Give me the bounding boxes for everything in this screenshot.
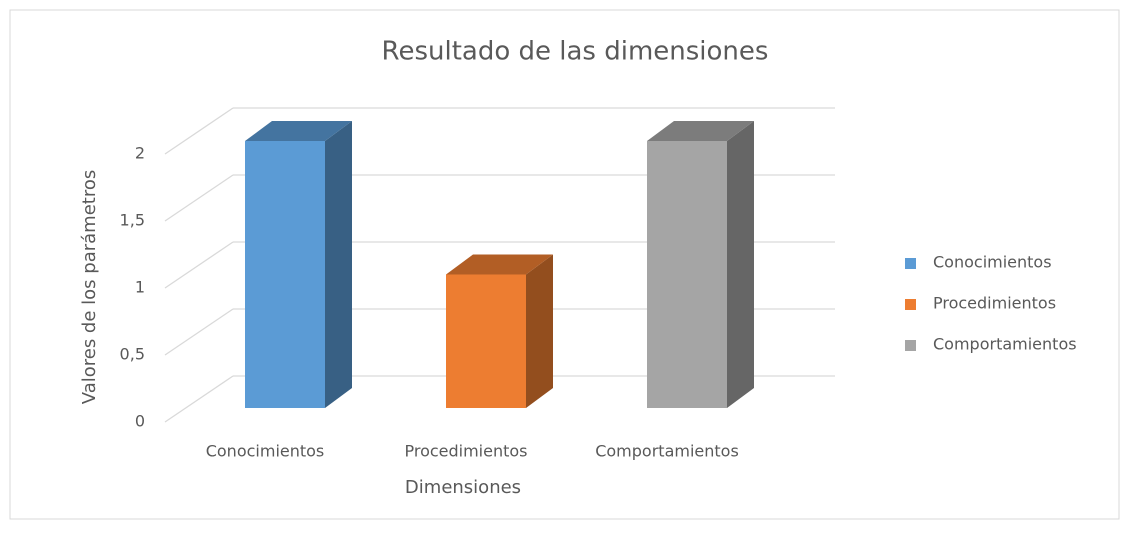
bar-side <box>727 121 754 408</box>
chart-title: Resultado de las dimensiones <box>382 37 769 67</box>
chart-border <box>9 9 1120 520</box>
legend-label: Comportamientos <box>933 335 1077 354</box>
bar-top <box>446 254 553 275</box>
x-axis-label: Dimensiones <box>405 477 521 498</box>
legend-swatch <box>905 258 916 269</box>
legend-label: Conocimientos <box>933 253 1052 272</box>
y-tick-label: 1 <box>135 278 145 297</box>
y-tick-label: 0,5 <box>120 345 145 364</box>
bar <box>647 141 727 408</box>
bar-side <box>325 121 352 408</box>
x-tick-label: Comportamientos <box>595 442 739 461</box>
legend-swatch <box>905 299 916 310</box>
grid-line-side <box>164 174 234 222</box>
x-tick-label: Procedimientos <box>404 442 527 461</box>
grid-line-side <box>164 241 234 289</box>
legend-label: Procedimientos <box>933 294 1056 313</box>
grid-line-side <box>164 308 234 356</box>
bar <box>245 141 325 408</box>
y-axis-label: Valores de los parámetros <box>79 170 100 404</box>
y-tick-label: 1,5 <box>120 211 145 230</box>
bar-side <box>526 254 553 408</box>
bar-top <box>245 121 352 141</box>
grid-line-side <box>164 375 234 423</box>
grid-line-side <box>164 107 234 155</box>
legend-swatch <box>905 340 916 351</box>
x-tick-label: Conocimientos <box>206 442 325 461</box>
y-tick-label: 2 <box>135 144 145 163</box>
y-tick-label: 0 <box>135 412 145 431</box>
bar <box>446 274 526 408</box>
bar-top <box>647 121 754 141</box>
